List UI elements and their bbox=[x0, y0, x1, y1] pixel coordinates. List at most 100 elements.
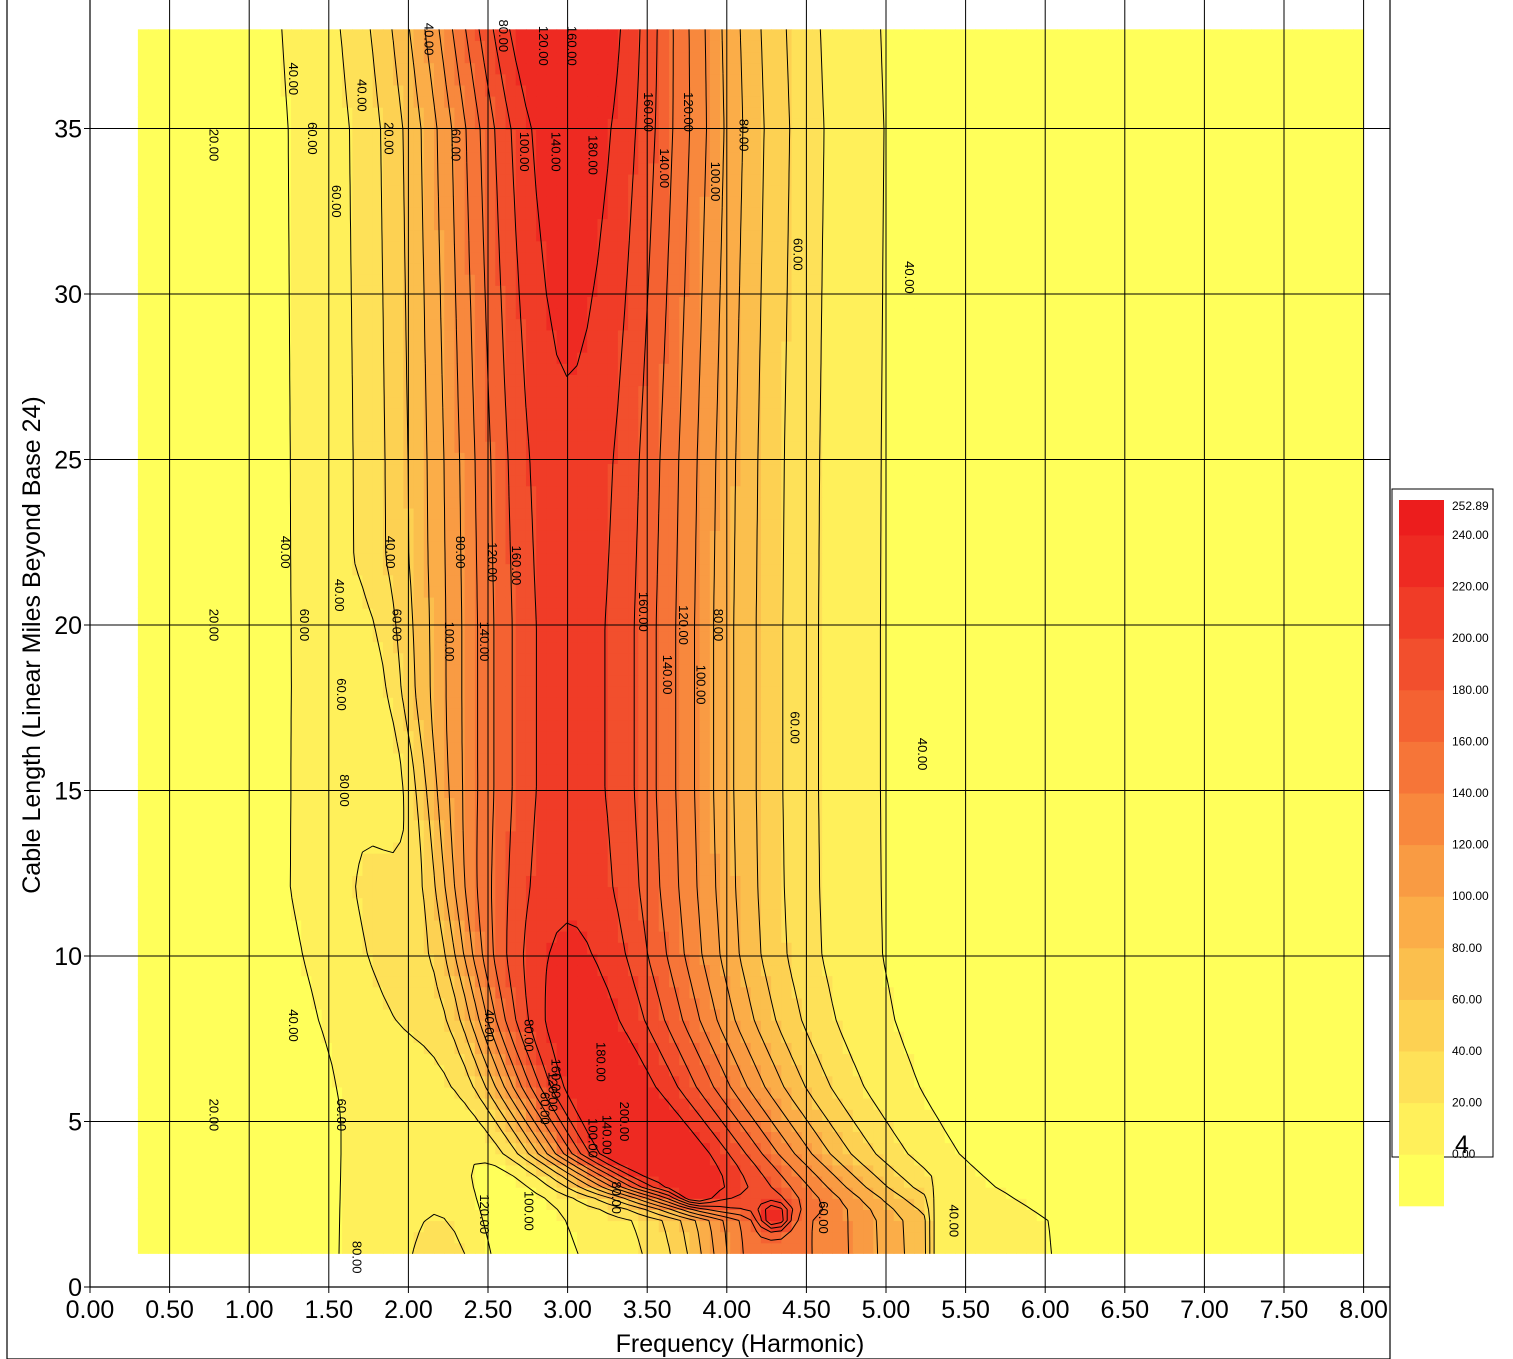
heat-cell bbox=[985, 797, 997, 810]
heat-cell bbox=[250, 1164, 261, 1177]
heat-cell bbox=[1006, 1008, 1017, 1021]
heat-cell bbox=[1271, 986, 1283, 999]
heat-cell bbox=[1057, 1153, 1068, 1166]
heat-cell bbox=[1169, 1086, 1181, 1099]
heat-cell bbox=[832, 1142, 844, 1155]
heat-cell bbox=[1292, 1020, 1303, 1032]
heat-cell bbox=[485, 786, 496, 799]
heat-cell bbox=[393, 1075, 404, 1088]
heat-cell bbox=[474, 808, 486, 821]
heat-cell bbox=[566, 808, 578, 821]
heat-cell bbox=[188, 886, 200, 899]
heat-cell bbox=[1220, 1142, 1232, 1155]
heat-cell bbox=[811, 819, 823, 832]
heat-cell bbox=[1353, 1020, 1364, 1032]
heat-cell bbox=[1220, 1008, 1232, 1021]
heat-cell bbox=[199, 1109, 210, 1121]
heat-cell bbox=[1312, 1142, 1324, 1155]
heat-cell bbox=[280, 1220, 292, 1233]
heat-cell bbox=[260, 1198, 272, 1210]
heat-cell bbox=[934, 1198, 946, 1210]
heat-cell bbox=[147, 1153, 159, 1166]
heat-cell bbox=[495, 841, 507, 854]
heat-cell bbox=[832, 1120, 844, 1133]
heat-cell bbox=[1067, 897, 1079, 910]
heat-cell bbox=[924, 1131, 936, 1144]
heat-cell bbox=[1138, 1242, 1150, 1254]
heat-cell bbox=[250, 1042, 261, 1055]
heat-cell bbox=[525, 942, 537, 954]
heat-cell bbox=[771, 919, 782, 932]
heat-cell bbox=[607, 797, 619, 810]
heat-cell bbox=[331, 908, 343, 921]
heat-cell bbox=[628, 1175, 639, 1188]
heat-cell bbox=[1006, 830, 1017, 843]
heat-cell bbox=[1332, 1198, 1344, 1210]
heat-cell bbox=[1281, 1231, 1293, 1244]
heat-cell bbox=[628, 1142, 639, 1155]
heat-cell bbox=[679, 1220, 690, 1233]
heat-cell bbox=[434, 1175, 445, 1188]
heat-cell bbox=[863, 1242, 874, 1254]
heat-cell bbox=[954, 1242, 966, 1254]
heat-cell bbox=[1261, 1064, 1273, 1077]
heat-cell bbox=[199, 841, 210, 854]
heat-cell bbox=[597, 897, 609, 910]
heat-cell bbox=[617, 1209, 629, 1222]
heat-cell bbox=[566, 1053, 578, 1066]
heat-cell bbox=[954, 897, 966, 910]
heat-cell bbox=[689, 897, 701, 910]
heat-cell bbox=[893, 886, 905, 899]
heat-cell bbox=[413, 1198, 425, 1210]
heat-cell bbox=[454, 986, 466, 999]
heat-cell bbox=[1220, 1120, 1232, 1133]
heat-cell bbox=[1312, 1242, 1324, 1254]
heat-cell bbox=[852, 1120, 864, 1133]
heat-cell bbox=[852, 864, 864, 876]
heat-cell bbox=[914, 1008, 925, 1021]
heat-cell bbox=[893, 975, 905, 988]
heat-cell bbox=[474, 1053, 486, 1066]
heat-cell bbox=[464, 1164, 476, 1177]
heat-cell bbox=[147, 1142, 159, 1155]
heat-cell bbox=[525, 841, 537, 854]
heat-cell bbox=[1046, 819, 1058, 832]
heat-cell bbox=[791, 908, 803, 921]
heat-cell bbox=[1179, 886, 1191, 899]
heat-cell bbox=[372, 1153, 384, 1166]
heat-cell bbox=[883, 1131, 895, 1144]
heat-cell bbox=[1046, 1020, 1058, 1032]
heat-cell bbox=[842, 1031, 854, 1043]
heat-cell bbox=[1067, 964, 1079, 977]
heat-cell bbox=[1098, 1131, 1109, 1144]
heat-cell bbox=[965, 1075, 977, 1088]
heat-cell bbox=[1302, 1064, 1314, 1077]
heat-cell bbox=[638, 1109, 650, 1121]
heat-cell bbox=[178, 1120, 190, 1133]
heat-cell bbox=[1353, 841, 1364, 854]
heat-cell bbox=[1128, 886, 1140, 899]
heat-cell bbox=[577, 1075, 588, 1088]
heat-cell bbox=[1128, 1198, 1140, 1210]
heat-cell bbox=[239, 1075, 251, 1088]
heat-cell bbox=[1067, 830, 1079, 843]
heat-cell bbox=[209, 1220, 221, 1233]
heat-cell bbox=[893, 1109, 905, 1121]
heat-cell bbox=[260, 942, 272, 954]
heat-cell bbox=[750, 931, 762, 943]
heat-cell bbox=[1292, 1098, 1303, 1110]
heat-cell bbox=[1046, 797, 1058, 810]
heat-cell bbox=[188, 1053, 200, 1066]
heat-cell bbox=[1098, 1086, 1109, 1099]
heat-cell bbox=[454, 908, 466, 921]
heat-cell bbox=[1322, 853, 1334, 865]
heat-cell bbox=[1057, 1187, 1068, 1199]
heat-cell bbox=[474, 1020, 486, 1032]
heat-cell bbox=[536, 1086, 547, 1099]
heat-cell bbox=[280, 1209, 292, 1222]
heat-cell bbox=[444, 830, 456, 843]
heat-cell bbox=[628, 1131, 639, 1144]
heat-cell bbox=[1220, 864, 1232, 876]
heat-cell bbox=[1046, 1142, 1058, 1155]
heat-cell bbox=[965, 953, 977, 966]
